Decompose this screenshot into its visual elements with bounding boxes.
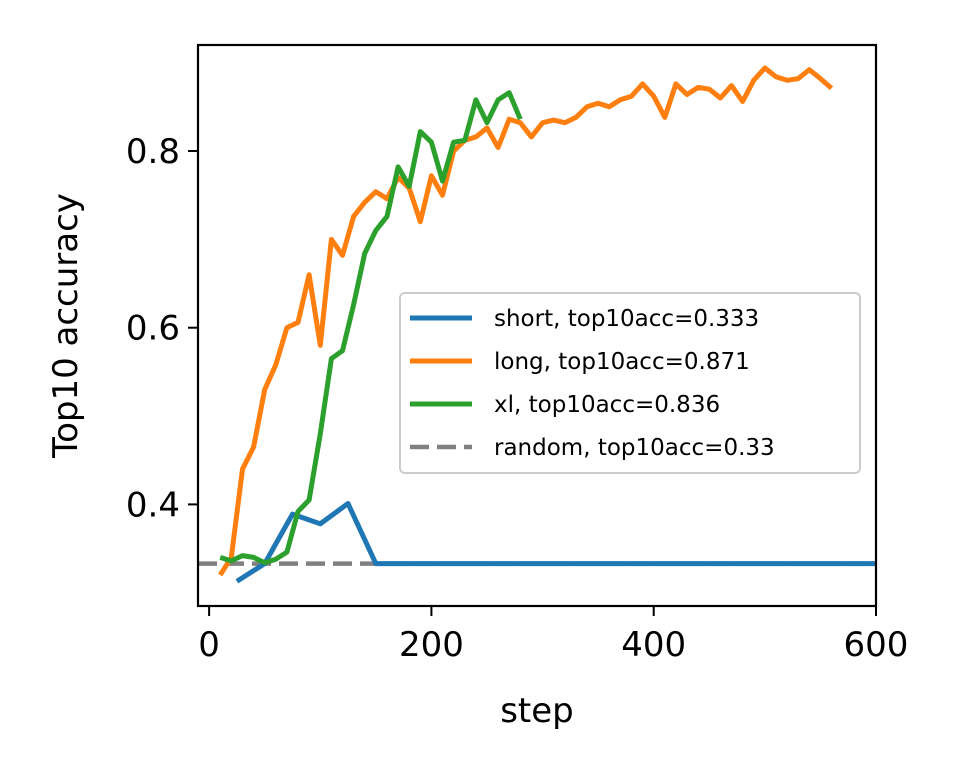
series-line-1 <box>218 65 834 577</box>
legend-label: short, top10acc=0.333 <box>494 306 759 332</box>
x-axis-title: step <box>500 691 574 731</box>
plot-frame <box>196 43 878 608</box>
series-layer <box>198 65 876 584</box>
series-line-2 <box>219 90 523 566</box>
x-tick-label: 0 <box>198 625 220 665</box>
legend-label: random, top10acc=0.33 <box>494 435 775 461</box>
x-tick-label: 600 <box>844 625 909 665</box>
legend-label: xl, top10acc=0.836 <box>494 392 720 418</box>
legend: short, top10acc=0.333 long, top10acc=0.87… <box>399 292 861 474</box>
y-tick-label: 0.8 <box>126 132 180 172</box>
y-axis-title: Top10 accuracy <box>46 193 86 459</box>
x-tick-label: 400 <box>621 625 686 665</box>
ticks-layer: 0 200 400 600 0.4 0.6 0.8 <box>126 132 909 665</box>
legend-box <box>399 292 861 474</box>
y-tick-label: 0.4 <box>126 485 180 525</box>
x-tick-label: 200 <box>399 625 464 665</box>
series-line-0 <box>235 501 876 584</box>
legend-label: long, top10acc=0.871 <box>494 349 750 375</box>
y-tick-label: 0.6 <box>126 309 180 349</box>
